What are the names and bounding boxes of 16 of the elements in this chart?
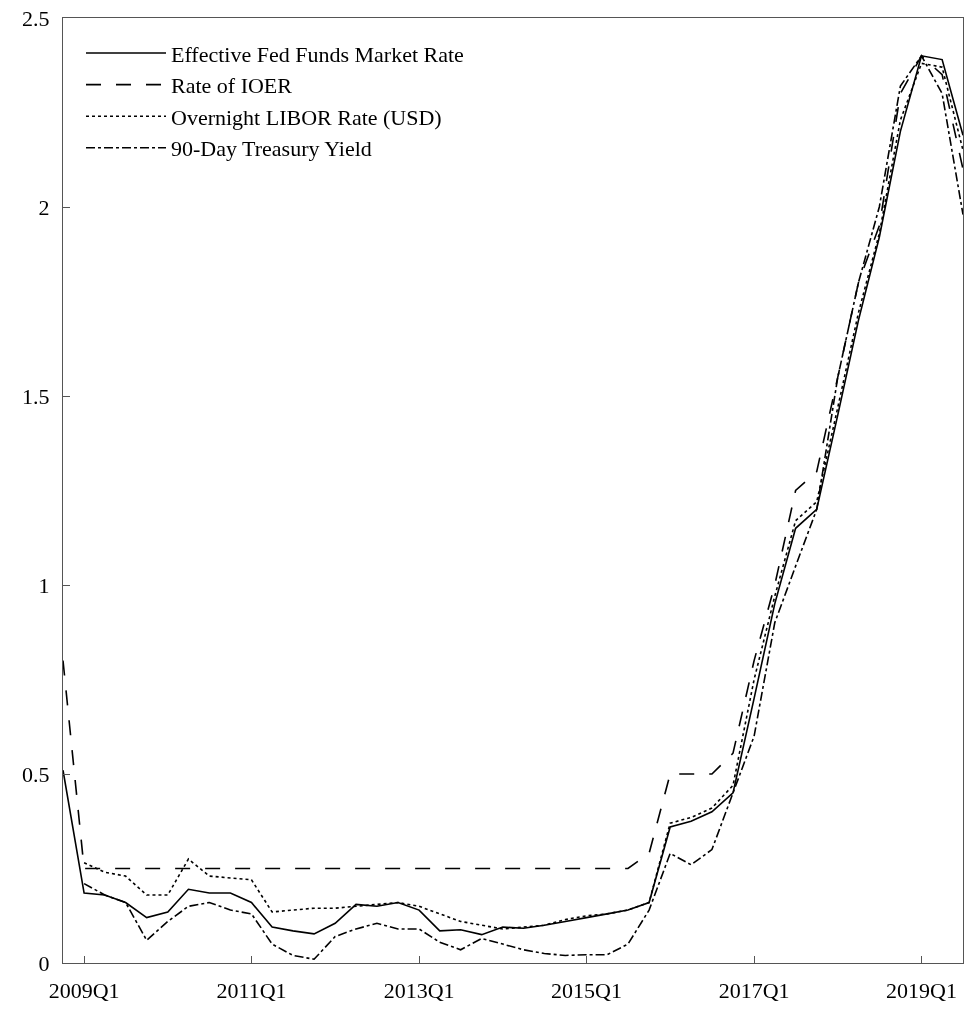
y-tick-label: 2.5 <box>22 5 50 31</box>
y-tick-label: 1 <box>38 572 50 598</box>
legend-label: Effective Fed Funds Market Rate <box>171 41 464 67</box>
legend-label: Overnight LIBOR Rate (USD) <box>171 104 442 130</box>
x-tick-label: 2019Q1 <box>886 978 957 1004</box>
legend-label: 90-Day Treasury Yield <box>171 136 372 162</box>
x-tick-label: 2009Q1 <box>48 978 120 1004</box>
legend-label: Rate of IOER <box>171 73 293 99</box>
y-tick-label: 1.5 <box>22 383 50 409</box>
y-tick-label: 0 <box>38 950 50 976</box>
y-tick-label: 2 <box>38 194 50 220</box>
x-tick-label: 2011Q1 <box>216 978 287 1004</box>
x-tick-label: 2015Q1 <box>551 978 622 1004</box>
x-tick-label: 2017Q1 <box>718 978 790 1004</box>
y-tick-label: 0.5 <box>22 761 50 787</box>
x-tick-label: 2013Q1 <box>383 978 455 1004</box>
